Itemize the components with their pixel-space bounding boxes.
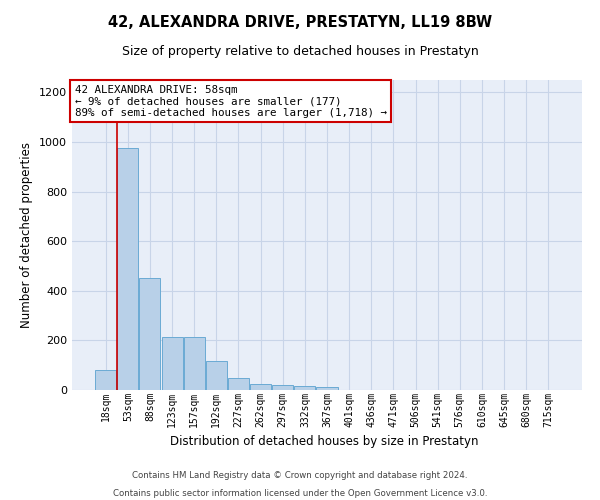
Bar: [250, 384, 271, 390]
Text: Contains HM Land Registry data © Crown copyright and database right 2024.: Contains HM Land Registry data © Crown c…: [132, 471, 468, 480]
Text: Contains public sector information licensed under the Open Government Licence v3: Contains public sector information licen…: [113, 488, 487, 498]
Bar: [161, 336, 182, 390]
Bar: [139, 278, 160, 390]
Bar: [295, 386, 316, 390]
Bar: [206, 360, 227, 390]
Text: Size of property relative to detached houses in Prestatyn: Size of property relative to detached ho…: [122, 45, 478, 58]
Bar: [184, 336, 205, 390]
Bar: [272, 384, 293, 390]
Bar: [316, 387, 338, 390]
Bar: [118, 148, 139, 390]
Bar: [95, 370, 116, 390]
Text: 42 ALEXANDRA DRIVE: 58sqm
← 9% of detached houses are smaller (177)
89% of semi-: 42 ALEXANDRA DRIVE: 58sqm ← 9% of detach…: [74, 84, 386, 118]
Bar: [228, 378, 249, 390]
Y-axis label: Number of detached properties: Number of detached properties: [20, 142, 34, 328]
Text: 42, ALEXANDRA DRIVE, PRESTATYN, LL19 8BW: 42, ALEXANDRA DRIVE, PRESTATYN, LL19 8BW: [108, 15, 492, 30]
Text: Distribution of detached houses by size in Prestatyn: Distribution of detached houses by size …: [170, 435, 478, 448]
